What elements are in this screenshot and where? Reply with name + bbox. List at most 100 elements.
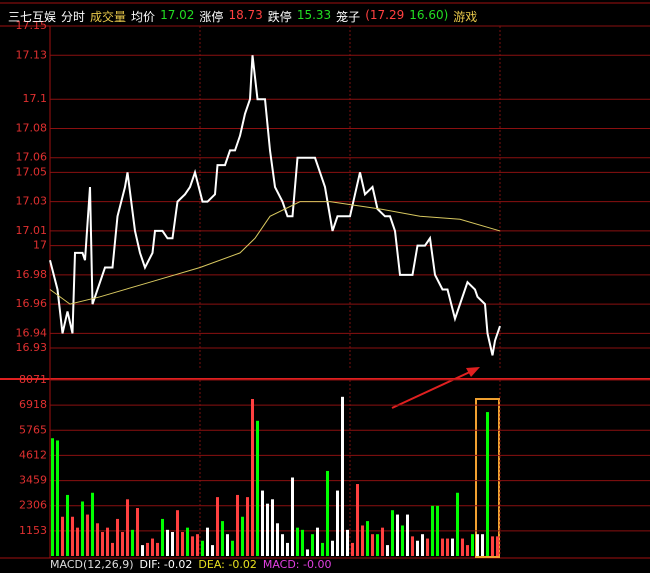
label: 涨停 xyxy=(199,10,224,24)
footer: MACD(12,26,9) DIF: -0.02 DEA: -0.02 MACD: -… xyxy=(50,558,331,571)
volume-bar xyxy=(266,503,269,556)
volume-bar xyxy=(246,497,249,556)
label: 跌停 xyxy=(267,10,292,24)
volume-bar xyxy=(226,534,229,556)
volume-bar xyxy=(81,501,84,556)
volume-bar xyxy=(116,518,119,556)
volume-bar xyxy=(481,534,484,556)
volume-bar xyxy=(451,538,454,556)
volume-bar xyxy=(151,538,154,556)
volume-bar xyxy=(206,527,209,556)
volume-bar xyxy=(281,534,284,556)
price-line xyxy=(49,201,501,305)
label: 成交量 xyxy=(90,10,127,24)
volume-bar xyxy=(221,521,224,556)
volume-bar xyxy=(121,532,124,556)
label: (17.29 xyxy=(365,8,405,22)
label: 笼子 xyxy=(336,10,361,24)
label: 17.02 xyxy=(160,8,195,22)
volume-bar xyxy=(301,529,304,556)
y-tick-label: 17.06 xyxy=(16,151,48,164)
volume-bar xyxy=(111,542,114,556)
volume-bar xyxy=(306,549,309,556)
label: MACD: -0.00 xyxy=(262,558,332,571)
y-tick-label: 17.03 xyxy=(16,195,48,208)
volume-bar xyxy=(106,527,109,556)
volume-bar xyxy=(406,514,409,556)
volume-bar xyxy=(91,492,94,556)
volume-bar xyxy=(356,484,359,556)
label: MACD(12,26,9) xyxy=(50,558,134,571)
y-tick-label: 17.1 xyxy=(23,92,48,105)
arrow xyxy=(391,370,473,409)
volume-bar xyxy=(421,534,424,556)
volume-bar xyxy=(131,529,134,556)
y-tick-label: 17.08 xyxy=(16,121,48,134)
volume-bar xyxy=(346,529,349,556)
y-tick-label: 17.13 xyxy=(16,48,48,61)
volume-bar xyxy=(156,542,159,556)
header: 三七互娱 分时 成交量 均价 17.02 涨停 18.73 跌停 15.33 笼子 (17.29 16… xyxy=(8,8,477,25)
volume-bar xyxy=(411,536,414,556)
volume-bar xyxy=(176,510,179,556)
volume-bar xyxy=(351,542,354,556)
label: 15.33 xyxy=(296,8,332,22)
volume-bar xyxy=(331,540,334,556)
label: DIF: -0.02 xyxy=(139,558,193,571)
y-tick-label: 16.96 xyxy=(16,297,48,310)
y-tick-label: 17.05 xyxy=(16,165,48,178)
volume-bar xyxy=(436,505,439,556)
label: 18.73 xyxy=(228,8,263,22)
label: 16.60) xyxy=(409,8,449,22)
volume-bar xyxy=(61,516,64,556)
volume-bar xyxy=(316,527,319,556)
volume-bar xyxy=(471,534,474,556)
volume-bar xyxy=(296,527,299,556)
volume-bar xyxy=(126,499,129,556)
y-tick-label: 2306 xyxy=(19,499,47,512)
volume-bar xyxy=(276,523,279,556)
volume-bar xyxy=(141,545,144,556)
volume-bar xyxy=(386,545,389,556)
volume-bar xyxy=(211,545,214,556)
volume-bar xyxy=(401,525,404,556)
volume-bar xyxy=(461,538,464,556)
volume-bar xyxy=(71,516,74,556)
volume-bar xyxy=(366,521,369,556)
volume-bar xyxy=(186,527,189,556)
volume-bar xyxy=(136,508,139,556)
volume-bar xyxy=(341,396,344,556)
volume-bar xyxy=(396,514,399,556)
volume-bar xyxy=(76,527,79,556)
volume-bar xyxy=(326,470,329,556)
y-tick-label: 16.94 xyxy=(16,326,48,339)
y-tick-label: 1153 xyxy=(19,524,47,537)
volume-bar xyxy=(291,477,294,556)
volume-bar xyxy=(181,532,184,556)
volume-bar xyxy=(456,492,459,556)
volume-bar xyxy=(56,440,59,556)
volume-bar xyxy=(51,438,54,556)
volume-bar xyxy=(466,545,469,556)
volume-bar xyxy=(376,534,379,556)
volume-bar xyxy=(431,505,434,556)
volume-bar xyxy=(381,527,384,556)
volume-bar xyxy=(66,494,69,556)
volume-bar xyxy=(191,536,194,556)
volume-bar xyxy=(496,536,499,556)
volume-bar xyxy=(146,542,149,556)
volume-bar xyxy=(336,490,339,556)
y-tick-label: 4612 xyxy=(19,448,47,461)
volume-bar xyxy=(86,514,89,556)
volume-bar xyxy=(361,525,364,556)
y-tick-label: 16.93 xyxy=(16,341,48,354)
y-tick-label: 16.98 xyxy=(16,268,48,281)
label: 均价 xyxy=(131,10,156,24)
y-tick-label: 17.15 xyxy=(16,19,48,32)
label: DEA: -0.02 xyxy=(198,558,257,571)
label: 分时 xyxy=(61,10,86,24)
volume-bar xyxy=(216,497,219,556)
volume-bar xyxy=(426,538,429,556)
volume-bar xyxy=(166,529,169,556)
